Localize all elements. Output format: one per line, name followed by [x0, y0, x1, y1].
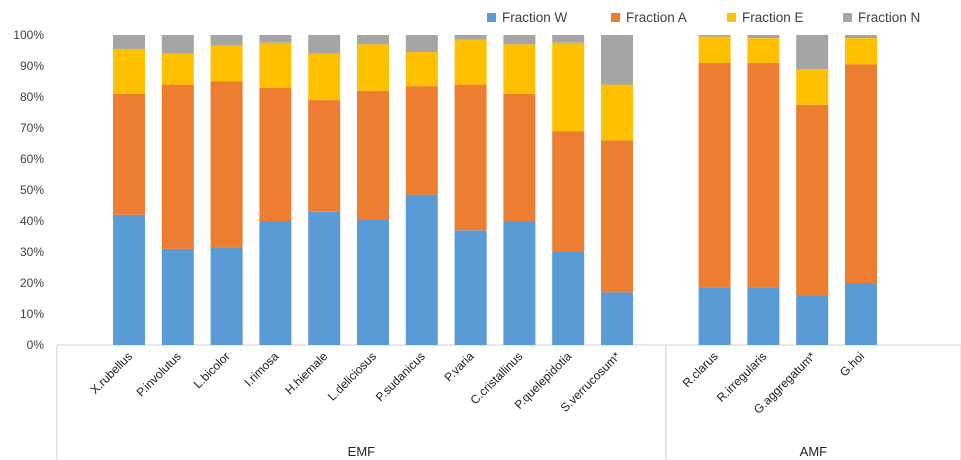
bar-r-clarus-fraction-a — [698, 62, 731, 288]
x-tick-label-g-hoi: G.hoi — [837, 349, 867, 379]
bar-p-sudanicus-fraction-n — [405, 35, 438, 53]
y-tick-label-60: 60% — [20, 152, 44, 166]
bar-i-rimosa-fraction-n — [259, 35, 292, 43]
y-tick-label-0: 0% — [27, 338, 45, 352]
bar-p-varia-fraction-e — [454, 39, 487, 85]
group-label-emf: EMF — [348, 444, 376, 459]
bar-l-bicolor-fraction-a — [210, 81, 243, 248]
legend-label-fraction-a: Fraction A — [626, 10, 687, 25]
bar-s-verrucosum-fraction-a — [601, 140, 633, 293]
legend-label-fraction-e: Fraction E — [742, 10, 804, 25]
bar-i-rimosa-fraction-a — [259, 87, 292, 221]
bar-i-rimosa-fraction-w — [259, 221, 292, 345]
y-tick-label-30: 30% — [20, 245, 44, 259]
bar-p-quelepidotia-fraction-e — [552, 42, 585, 132]
x-tick-label-i-rimosa: I.rimosa — [241, 349, 281, 389]
bar-p-quelepidotia-fraction-n — [552, 35, 585, 43]
bar-h-hiemale-fraction-w — [308, 211, 341, 345]
bar-l-deliciosus-fraction-w — [357, 219, 389, 345]
bar-p-varia-fraction-w — [454, 230, 487, 345]
bar-g-aggregatum-fraction-e — [796, 69, 829, 105]
y-tick-label-10: 10% — [20, 307, 44, 321]
bar-p-quelepidotia-fraction-w — [552, 252, 585, 345]
legend-swatch-fraction-n — [843, 13, 852, 22]
bar-c-cristallinus-fraction-n — [503, 35, 536, 45]
y-tick-label-70: 70% — [20, 121, 44, 135]
x-tick-label-h-hiemale: H.hiemale — [282, 349, 330, 397]
x-tick-label-p-involutus: P.involutus — [134, 349, 184, 399]
x-tick-label-r-clarus: R.clarus — [680, 349, 721, 390]
bar-g-hoi-fraction-w — [845, 283, 877, 345]
bar-h-hiemale-fraction-n — [308, 35, 341, 54]
y-tick-label-20: 20% — [20, 276, 44, 290]
bar-l-deliciosus-fraction-n — [357, 35, 389, 45]
y-tick-label-80: 80% — [20, 90, 44, 104]
legend-swatch-fraction-e — [727, 13, 736, 22]
x-tick-label-l-deliciosus: L.deliciosus — [325, 349, 379, 403]
legend-swatch-fraction-w — [487, 13, 496, 22]
bar-l-deliciosus-fraction-a — [357, 90, 389, 220]
legend-swatch-fraction-a — [611, 13, 620, 22]
bar-c-cristallinus-fraction-e — [503, 44, 536, 94]
legend-label-fraction-w: Fraction W — [502, 10, 568, 25]
bar-g-hoi-fraction-e — [845, 38, 877, 65]
bar-x-rubellus-fraction-w — [113, 214, 145, 345]
bar-r-irregularis-fraction-a — [747, 62, 780, 288]
bar-p-sudanicus-fraction-a — [405, 86, 438, 195]
legend-label-fraction-n: Fraction N — [858, 10, 920, 25]
bar-c-cristallinus-fraction-w — [503, 221, 536, 345]
bar-s-verrucosum-fraction-w — [601, 292, 633, 345]
bar-l-bicolor-fraction-n — [210, 35, 243, 46]
bar-r-clarus-fraction-w — [698, 287, 731, 345]
y-tick-label-90: 90% — [20, 59, 44, 73]
bar-s-verrucosum-fraction-n — [601, 35, 633, 85]
bar-l-deliciosus-fraction-e — [357, 44, 389, 91]
bar-x-rubellus-fraction-a — [113, 93, 145, 215]
group-label-amf: AMF — [800, 444, 828, 459]
bar-i-rimosa-fraction-e — [259, 42, 292, 88]
y-tick-label-50: 50% — [20, 183, 44, 197]
bar-g-hoi-fraction-n — [845, 35, 877, 39]
bar-g-hoi-fraction-a — [845, 64, 877, 283]
bar-p-involutus-fraction-a — [161, 84, 194, 249]
bar-l-bicolor-fraction-w — [210, 247, 243, 345]
bar-g-aggregatum-fraction-n — [796, 35, 829, 70]
y-tick-label-40: 40% — [20, 214, 44, 228]
bars — [113, 35, 877, 345]
bar-p-varia-fraction-n — [454, 35, 487, 40]
x-tick-label-l-bicolor: L.bicolor — [191, 349, 233, 391]
bar-p-sudanicus-fraction-e — [405, 52, 438, 87]
bar-r-irregularis-fraction-n — [747, 35, 780, 39]
bar-x-rubellus-fraction-e — [113, 48, 145, 94]
x-tick-label-x-rubellus: X.rubellus — [87, 349, 135, 397]
y-tick-label-100: 100% — [13, 28, 44, 42]
bar-s-verrucosum-fraction-e — [601, 84, 633, 141]
bar-h-hiemale-fraction-e — [308, 53, 341, 101]
bar-r-irregularis-fraction-w — [747, 287, 780, 345]
bar-p-involutus-fraction-w — [161, 248, 194, 345]
bar-p-varia-fraction-a — [454, 84, 487, 231]
x-tick-label-p-varia: P.varia — [441, 349, 476, 384]
bar-l-bicolor-fraction-e — [210, 45, 243, 82]
bar-g-aggregatum-fraction-w — [796, 295, 829, 345]
bar-p-quelepidotia-fraction-a — [552, 131, 585, 252]
bar-h-hiemale-fraction-a — [308, 100, 341, 212]
bar-r-clarus-fraction-n — [698, 35, 731, 37]
legend: Fraction W Fraction A Fraction E Fraction N — [487, 10, 920, 25]
bar-x-rubellus-fraction-n — [113, 35, 145, 49]
bar-g-aggregatum-fraction-a — [796, 104, 829, 296]
bar-p-involutus-fraction-n — [161, 35, 194, 54]
bar-r-clarus-fraction-e — [698, 36, 731, 63]
bar-p-involutus-fraction-e — [161, 53, 194, 85]
bar-p-sudanicus-fraction-w — [405, 194, 438, 345]
bar-c-cristallinus-fraction-a — [503, 93, 536, 221]
bar-r-irregularis-fraction-e — [747, 38, 780, 63]
x-tick-label-p-sudanicus: P.sudanicus — [373, 349, 428, 404]
